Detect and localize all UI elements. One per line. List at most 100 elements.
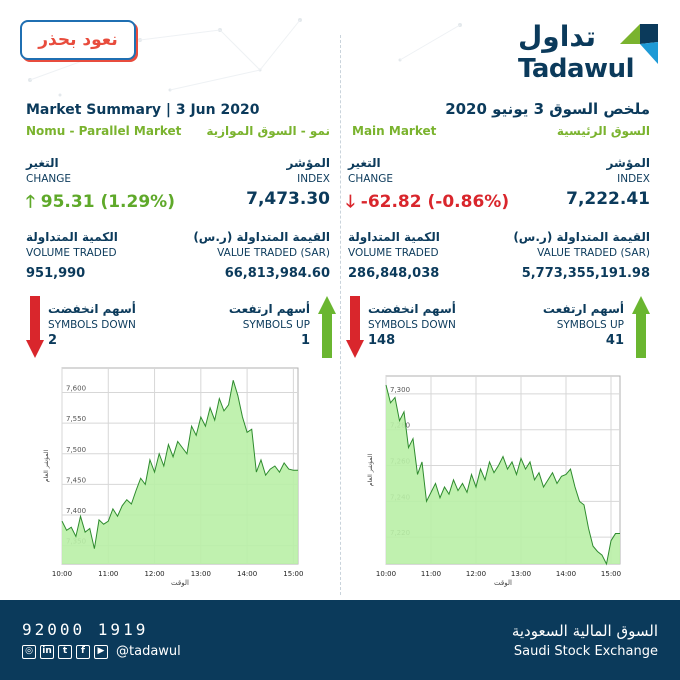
- y-tick-label: 7,400: [66, 507, 86, 515]
- summary-title-ar: ملخص السوق 3 يونيو 2020: [445, 100, 650, 118]
- y-tick-label: 7,300: [390, 386, 410, 394]
- up-arrow-icon: 🡑: [26, 192, 35, 212]
- facebook-icon[interactable]: f: [76, 644, 90, 659]
- youtube-icon[interactable]: ▶: [94, 644, 108, 659]
- symbols-up-arrow-icon: [318, 296, 336, 358]
- value-traded-label-ar: القيمة المتداولة (ر.س): [193, 230, 330, 244]
- y-axis-label: المؤشر العام: [367, 454, 374, 487]
- logo-english-text: Tadawul: [517, 54, 635, 84]
- sse-name-en: Saudi Stock Exchange: [513, 644, 658, 659]
- symbols-up-label-en: SYMBOLS UP: [556, 319, 624, 331]
- x-axis-label: الوقت: [494, 579, 512, 587]
- background-network-pattern: [28, 18, 462, 97]
- main-index-chart: 7,2207,2407,2607,2807,30010:0011:0012:00…: [360, 374, 630, 588]
- value-traded-value: 66,813,984.60: [224, 266, 330, 281]
- symbols-down-arrow-icon: [26, 296, 44, 358]
- chart-svg: 7,2207,2407,2607,2807,30010:0011:0012:00…: [367, 375, 621, 587]
- twitter-icon[interactable]: t: [58, 644, 72, 659]
- value-traded-label-ar: القيمة المتداولة (ر.س): [513, 230, 650, 244]
- tadawul-logo: تداول Tadawul: [508, 20, 658, 84]
- campaign-badge-text: نعود بحذر: [38, 30, 118, 50]
- x-tick-label: 11:00: [421, 570, 441, 578]
- x-tick-label: 13:00: [191, 570, 211, 578]
- change-label-ar: التغير: [26, 156, 59, 170]
- x-tick-label: 12:00: [466, 570, 486, 578]
- index-label-ar: المؤشر: [606, 156, 650, 170]
- index-label-ar: المؤشر: [286, 156, 330, 170]
- change-value-text: -62.82 (-0.86%): [360, 192, 510, 212]
- series-area: [386, 384, 620, 564]
- nomu-market-label-ar: نمو - السوق الموازية: [206, 124, 330, 138]
- y-tick-label: 7,500: [66, 446, 86, 454]
- phone-number: 92000 1919: [22, 620, 149, 639]
- volume-value: 286,848,038: [348, 266, 440, 281]
- symbols-up-label-en: SYMBOLS UP: [242, 319, 310, 331]
- change-value: 🡑 95.31 (1.29%): [26, 189, 175, 218]
- x-tick-label: 15:00: [601, 570, 621, 578]
- volume-label-ar: الكمية المتداولة: [26, 230, 118, 244]
- y-tick-label: 7,550: [66, 415, 86, 423]
- value-traded-label-en: VALUE TRADED (SAR): [217, 247, 330, 259]
- social-handle[interactable]: @tadawul: [116, 644, 181, 659]
- main-panel: ملخص السوق 3 يونيو 2020 Main Market السو…: [346, 100, 656, 590]
- logo-arabic-text: تداول: [518, 20, 596, 53]
- symbols-up-arrow-icon: [632, 296, 650, 358]
- symbols-down-label-en: SYMBOLS DOWN: [48, 319, 136, 331]
- x-axis-label: الوقت: [171, 579, 189, 587]
- value-traded-value: 5,773,355,191.98: [521, 266, 650, 281]
- symbols-down-value: 2: [48, 333, 58, 348]
- symbols-down-value: 148: [368, 333, 396, 348]
- main-market-label-ar: السوق الرئيسية: [556, 124, 650, 138]
- index-value: 7,473.30: [246, 189, 330, 209]
- index-label-en: INDEX: [617, 173, 650, 185]
- x-tick-label: 13:00: [511, 570, 531, 578]
- symbols-down-arrow-icon: [346, 296, 364, 358]
- chart-svg: 7,3507,4007,4507,5007,5507,60010:0011:00…: [43, 367, 303, 587]
- change-label-ar: التغير: [348, 156, 381, 170]
- nomu-index-chart: 7,3507,4007,4507,5007,5507,60010:0011:00…: [36, 366, 306, 588]
- symbols-down-label-ar: أسهم انخفضت: [48, 302, 136, 316]
- x-tick-label: 15:00: [283, 570, 303, 578]
- series-line: [385, 384, 620, 566]
- change-value-text: 95.31 (1.29%): [40, 192, 175, 212]
- y-tick-label: 7,600: [66, 385, 86, 393]
- change-value: 🡓 -62.82 (-0.86%): [346, 189, 509, 218]
- symbols-up-label-ar: أسهم ارتفعت: [228, 302, 310, 316]
- nomu-panel: Market Summary | 3 Jun 2020 Nomu - Paral…: [26, 100, 336, 590]
- social-links: ◎ in t f ▶ @tadawul: [22, 644, 181, 659]
- campaign-badge: نعود بحذر: [20, 20, 136, 60]
- symbols-up-value: 41: [605, 333, 624, 348]
- tadawul-logo-mark-icon: [620, 24, 658, 64]
- main-market-label-en: Main Market: [352, 124, 437, 138]
- x-tick-label: 14:00: [237, 570, 257, 578]
- x-tick-label: 10:00: [52, 570, 72, 578]
- x-tick-label: 14:00: [556, 570, 576, 578]
- sse-name-ar: السوق المالية السعودية: [511, 622, 658, 640]
- x-tick-label: 10:00: [376, 570, 396, 578]
- symbols-down-label-ar: أسهم انخفضت: [368, 302, 456, 316]
- linkedin-icon[interactable]: in: [40, 644, 54, 659]
- volume-label-en: VOLUME TRADED: [26, 247, 117, 259]
- change-label-en: CHANGE: [348, 173, 394, 185]
- panel-divider: [340, 35, 341, 595]
- symbols-up-label-ar: أسهم ارتفعت: [542, 302, 624, 316]
- series-area: [62, 380, 298, 564]
- y-axis-label: المؤشر العام: [43, 450, 50, 483]
- instagram-icon[interactable]: ◎: [22, 644, 36, 659]
- nomu-market-label-en: Nomu - Parallel Market: [26, 124, 182, 138]
- volume-value: 951,990: [26, 266, 86, 281]
- index-value: 7,222.41: [566, 189, 650, 209]
- change-label-en: CHANGE: [26, 173, 72, 185]
- volume-label-en: VOLUME TRADED: [348, 247, 439, 259]
- symbols-down-label-en: SYMBOLS DOWN: [368, 319, 456, 331]
- symbols-up-value: 1: [300, 333, 310, 348]
- down-arrow-icon: 🡓: [346, 192, 355, 212]
- volume-label-ar: الكمية المتداولة: [348, 230, 440, 244]
- index-label-en: INDEX: [297, 173, 330, 185]
- value-traded-label-en: VALUE TRADED (SAR): [537, 247, 650, 259]
- footer-bar: 92000 1919 ◎ in t f ▶ @tadawul السوق الم…: [0, 600, 680, 680]
- series-line: [61, 380, 298, 549]
- x-tick-label: 12:00: [144, 570, 164, 578]
- summary-title: Market Summary | 3 Jun 2020: [26, 102, 260, 118]
